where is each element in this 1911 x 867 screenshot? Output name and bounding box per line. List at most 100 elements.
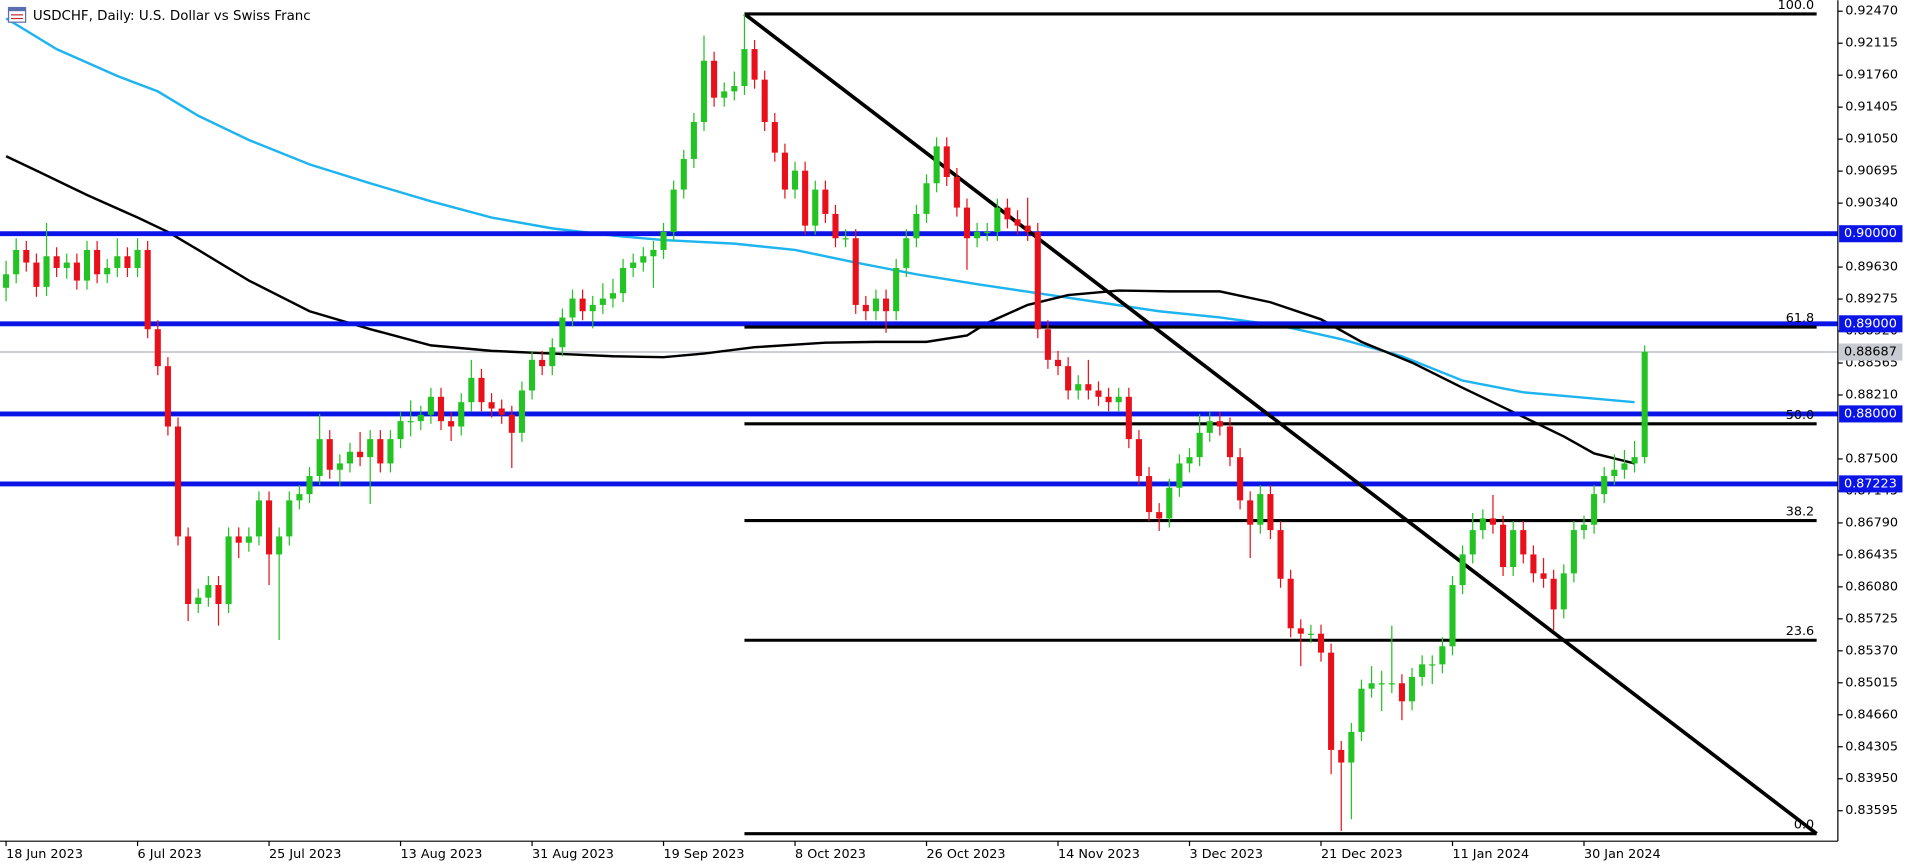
candle-body bbox=[741, 49, 748, 86]
fib-level-label: 38.2 bbox=[1786, 505, 1814, 520]
symbol-icon bbox=[7, 6, 27, 23]
candle-body bbox=[43, 256, 50, 287]
candle-body bbox=[781, 152, 788, 190]
candle-body bbox=[235, 536, 242, 543]
candle-body bbox=[1115, 396, 1122, 403]
fib-level-label: 50.0 bbox=[1786, 408, 1814, 423]
candle-body bbox=[1105, 396, 1112, 403]
candle-body bbox=[680, 158, 687, 190]
candle-body bbox=[1226, 426, 1234, 458]
candle-body bbox=[306, 476, 313, 495]
candle-body bbox=[397, 421, 404, 440]
y-tick-label: 0.91405 bbox=[1845, 100, 1898, 115]
candle-body bbox=[1540, 573, 1547, 579]
candle-body bbox=[963, 207, 971, 239]
y-tick-label: 0.85370 bbox=[1845, 643, 1898, 658]
candle-body bbox=[387, 439, 394, 464]
candle-body bbox=[377, 439, 384, 464]
x-tick-label: 31 Aug 2023 bbox=[532, 847, 614, 862]
candle-body bbox=[266, 500, 273, 555]
candle-body bbox=[1328, 652, 1335, 750]
candle-body bbox=[872, 298, 879, 312]
candle-body bbox=[1601, 476, 1608, 495]
candle-body bbox=[63, 262, 70, 268]
candle-body bbox=[933, 146, 940, 184]
candle-body bbox=[1510, 530, 1517, 568]
candle-body bbox=[417, 414, 424, 422]
candle-body bbox=[518, 390, 525, 433]
candle-body bbox=[1004, 207, 1011, 220]
x-tick-label: 11 Jan 2024 bbox=[1452, 847, 1529, 862]
candle-body bbox=[144, 249, 151, 330]
candle-body bbox=[620, 267, 627, 294]
candle-body bbox=[1641, 351, 1648, 458]
candle-body bbox=[73, 262, 80, 281]
candle-body bbox=[1156, 512, 1163, 519]
candle-body bbox=[974, 231, 981, 239]
candle-body bbox=[1388, 683, 1395, 685]
fib-level-label: 100.0 bbox=[1778, 0, 1815, 13]
candle-body bbox=[448, 421, 455, 427]
candle-body bbox=[1439, 646, 1446, 665]
candle-body bbox=[650, 249, 657, 257]
candle-body bbox=[923, 183, 930, 214]
candle-body bbox=[1196, 432, 1203, 458]
candle-body bbox=[1065, 366, 1072, 391]
candle-body bbox=[700, 60, 708, 123]
candle-body bbox=[296, 494, 303, 501]
moving-average-line bbox=[5, 155, 1635, 465]
candle-body bbox=[1297, 628, 1304, 634]
candle-body bbox=[751, 49, 758, 80]
x-tick-label: 3 Dec 2023 bbox=[1190, 847, 1264, 862]
candle-body bbox=[1449, 585, 1456, 647]
candle-body bbox=[842, 238, 849, 240]
chart-title: USDCHF, Daily: U.S. Dollar vs Swiss Fran… bbox=[33, 9, 311, 24]
candle-body bbox=[1550, 578, 1557, 610]
candle-body bbox=[458, 402, 465, 427]
candle-body bbox=[326, 439, 333, 470]
fib-level-label: 23.6 bbox=[1786, 624, 1814, 639]
candle-body bbox=[1034, 231, 1041, 330]
level-price-label: 0.89000 bbox=[1844, 316, 1897, 331]
candle-body bbox=[276, 536, 283, 555]
candle-body bbox=[1368, 683, 1375, 689]
candle-body bbox=[1125, 396, 1132, 440]
candle-body bbox=[33, 262, 40, 287]
candle-body bbox=[357, 451, 364, 458]
y-tick-label: 0.89275 bbox=[1845, 292, 1898, 307]
candle-body bbox=[427, 396, 434, 415]
candle-body bbox=[498, 408, 505, 415]
candle-body bbox=[1044, 329, 1051, 360]
candle-body bbox=[953, 176, 960, 208]
candle-body bbox=[124, 256, 131, 268]
candle-body bbox=[640, 256, 647, 263]
candle-body bbox=[569, 298, 576, 318]
current-price-label: 0.88687 bbox=[1844, 345, 1897, 360]
y-tick-label: 0.85015 bbox=[1845, 675, 1898, 690]
candle-body bbox=[174, 426, 182, 537]
candle-body bbox=[1348, 731, 1355, 763]
candle-body bbox=[1358, 688, 1365, 732]
candle-body bbox=[1176, 463, 1183, 488]
candle-body bbox=[255, 500, 262, 537]
candle-body bbox=[488, 402, 495, 409]
candle-body bbox=[1075, 384, 1082, 391]
y-tick-label: 0.86790 bbox=[1845, 515, 1898, 530]
candle-body bbox=[539, 359, 546, 367]
candle-body bbox=[670, 189, 677, 232]
candle-body bbox=[316, 439, 323, 477]
candle-body bbox=[336, 463, 343, 470]
y-tick-label: 0.86080 bbox=[1845, 579, 1898, 594]
candle-body bbox=[1054, 359, 1062, 367]
candle-body bbox=[1216, 421, 1223, 427]
current-price-box bbox=[1839, 343, 1903, 361]
candle-body bbox=[508, 414, 515, 433]
x-tick-label: 19 Sep 2023 bbox=[664, 847, 745, 862]
candle-body bbox=[1631, 457, 1638, 464]
candle-body bbox=[1277, 530, 1284, 579]
candle-body bbox=[630, 262, 637, 268]
candle-body bbox=[1419, 664, 1426, 677]
candle-body bbox=[893, 267, 900, 312]
candle-body bbox=[1520, 530, 1527, 555]
y-tick-label: 0.91760 bbox=[1845, 68, 1898, 83]
